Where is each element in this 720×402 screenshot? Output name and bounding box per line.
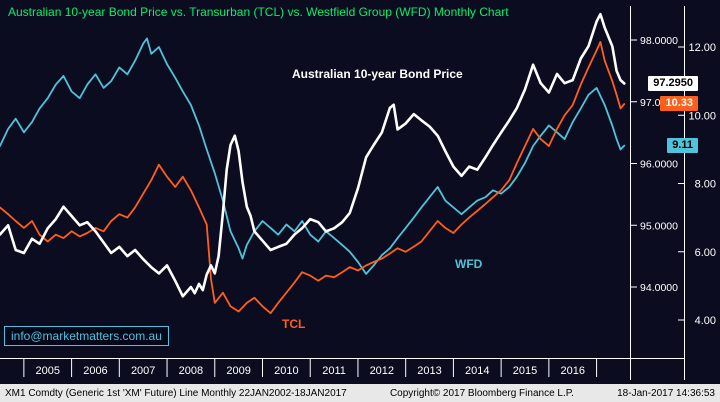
stock-axis-tick-label: 4.00 — [695, 315, 716, 327]
year-axis-label-2012: 2012 — [370, 365, 394, 377]
chart-title: Australian 10-year Bond Price vs. Transu… — [8, 5, 509, 19]
status-security-info: XM1 Comdty (Generic 1st 'XM' Future) Lin… — [5, 387, 347, 399]
year-axis-label-2015: 2015 — [513, 365, 537, 377]
stock-axis-tick-label: 6.00 — [695, 247, 716, 259]
bond-axis-tick-label: 96.0000 — [640, 159, 678, 171]
watermark-badge: info@marketmatters.com.au — [4, 326, 169, 346]
year-axis-label-2010: 2010 — [274, 365, 298, 377]
chart-canvas[interactable]: 98.0000 97.0000 96.0000 95.0000 94.0000 12.00… — [0, 0, 720, 384]
bond-axis-tick-label: 98.0000 — [640, 35, 678, 47]
year-axis-label-2008: 2008 — [179, 365, 203, 377]
stock-axis-tick-label: 10.00 — [688, 110, 716, 122]
series-line-bond — [0, 12, 626, 298]
bond-axis-tick-label: 97.0000 — [640, 97, 678, 109]
stock-axis-tick-label: 12.00 — [688, 42, 716, 54]
year-axis-label-2007: 2007 — [131, 365, 155, 377]
year-axis-label-2014: 2014 — [465, 365, 489, 377]
year-axis-label-2016: 2016 — [560, 365, 584, 377]
bond-axis-tick-label: 94.0000 — [640, 282, 678, 294]
series-line-wfd — [0, 37, 626, 275]
year-axis-label-2013: 2013 — [417, 365, 441, 377]
year-axis-label-2009: 2009 — [226, 365, 250, 377]
series-line-tcl — [0, 41, 626, 315]
year-axis-label-2005: 2005 — [35, 365, 59, 377]
status-copyright: Copyright© 2017 Bloomberg Finance L.P. — [389, 387, 574, 399]
year-axis-label-2011: 2011 — [322, 365, 346, 377]
stock-axis-tick-label: 8.00 — [695, 179, 716, 191]
bond-axis-tick-label: 95.0000 — [640, 220, 678, 232]
status-datetime: 18-Jan-2017 14:36:53 — [617, 387, 715, 399]
status-bar: XM1 Comdty (Generic 1st 'XM' Future) Lin… — [0, 384, 720, 402]
year-axis-label-2006: 2006 — [83, 365, 107, 377]
